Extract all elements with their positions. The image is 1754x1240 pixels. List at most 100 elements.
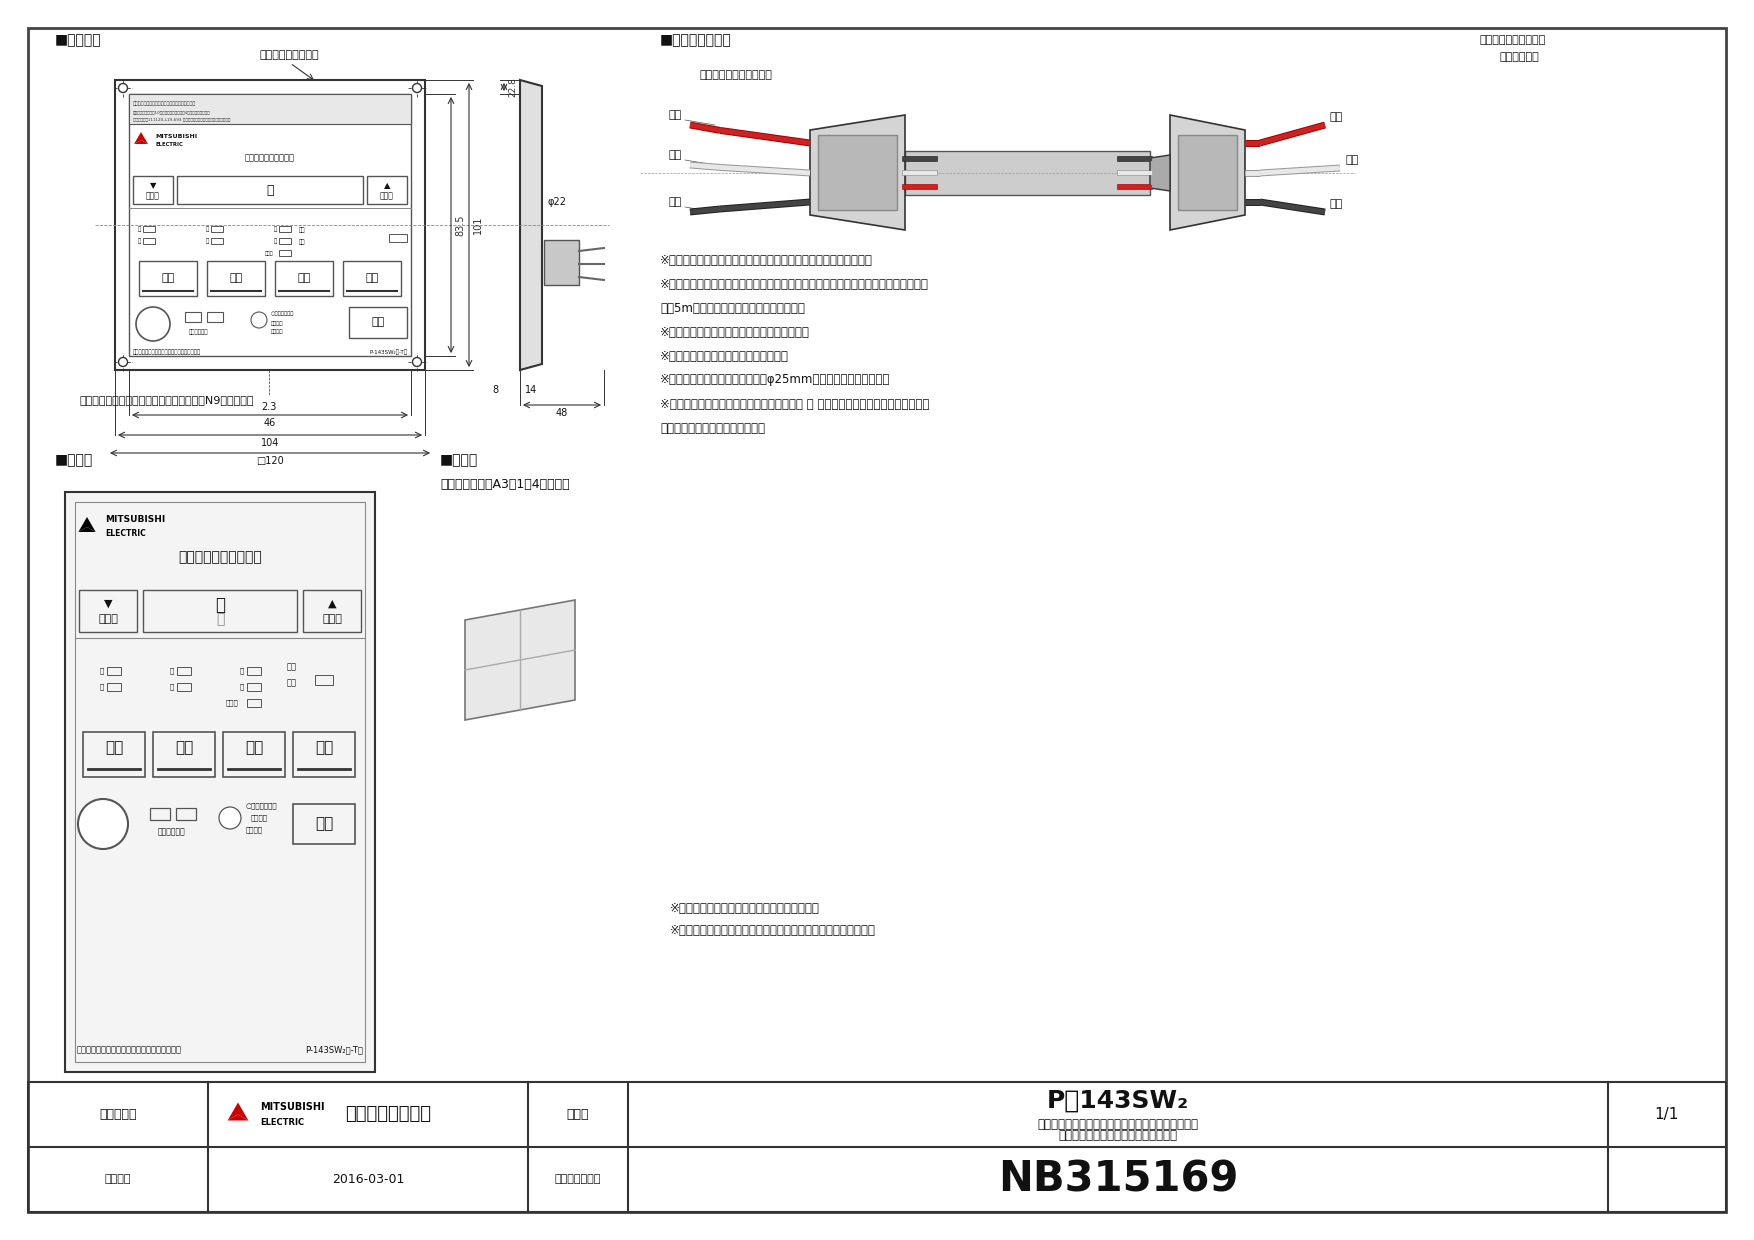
Text: 通計計画番号111120-L19-693 担当。廃棄等は、高価選別にお連絡に更新: 通計計画番号111120-L19-693 担当。廃棄等は、高価選別にお連絡に更新 (133, 117, 230, 122)
Text: P－143SW₂: P－143SW₂ (1047, 1089, 1189, 1112)
Bar (293, 804, 354, 844)
Text: コントロールスイッチ枠色調：マンセル　N9（近似色）: コントロールスイッチ枠色調：マンセル N9（近似色） (81, 396, 254, 405)
Text: もどる: もどる (98, 614, 118, 625)
Text: ※付属の取付説明書をお読みいただき、正しく取付けてください。: ※付属の取付説明書をお読みいただき、正しく取付けてください。 (660, 253, 873, 267)
Polygon shape (88, 517, 96, 532)
Bar (65, 492, 375, 1073)
Bar (79, 590, 137, 632)
Text: 停止: 停止 (316, 816, 333, 832)
Circle shape (137, 308, 170, 341)
Polygon shape (519, 81, 542, 370)
Text: 48: 48 (556, 408, 568, 418)
Text: 風乾燥: 風乾燥 (265, 250, 274, 255)
Text: 第３角図法: 第３角図法 (100, 1109, 137, 1121)
Polygon shape (79, 517, 88, 532)
Bar (905, 151, 1151, 195)
Text: ボックスに取付けてください。: ボックスに取付けてください。 (660, 422, 765, 434)
Text: タイマー（残り時間）: タイマー（残り時間） (179, 551, 261, 564)
Text: MITSUBISHI: MITSUBISHI (154, 134, 196, 139)
Text: クロ: クロ (668, 197, 682, 207)
Bar (223, 732, 284, 777)
Bar (144, 226, 154, 232)
Text: 101: 101 (474, 216, 482, 234)
Bar (389, 234, 407, 242)
Text: タイマー（残り時間）: タイマー（残り時間） (246, 154, 295, 162)
Text: 送風: 送風 (298, 239, 305, 244)
Text: もどる: もどる (146, 192, 160, 201)
Text: ※スイッチボックスに取付ける場合はＪＩＳ Ｃ ８３４０に適合した２個用スイッチ: ※スイッチボックスに取付ける場合はＪＩＳ Ｃ ８３４０に適合した２個用スイッチ (660, 398, 930, 410)
Text: 特定保守製品ラベル: 特定保守製品ラベル (260, 50, 319, 60)
Bar (144, 238, 154, 244)
Bar (210, 226, 223, 232)
Text: 弱: 弱 (240, 683, 244, 691)
Text: 乾燥: 乾燥 (298, 274, 310, 284)
Text: 三菱電機株式会社: 三菱電機株式会社 (346, 1106, 431, 1123)
Circle shape (119, 83, 128, 93)
Bar (293, 732, 354, 777)
Text: 強: 強 (100, 667, 103, 675)
Text: ■コネクタ接続部: ■コネクタ接続部 (660, 33, 731, 47)
Text: 強: 強 (240, 667, 244, 675)
Text: 作成日付: 作成日付 (105, 1174, 132, 1184)
Polygon shape (1170, 115, 1245, 229)
Text: ※壁に直接浸付ける場合は、壁にφ25mmの穴を開けてください。: ※壁に直接浸付ける場合は、壁にφ25mmの穴を開けてください。 (660, 373, 891, 387)
Polygon shape (228, 1102, 239, 1121)
Bar (28, 1083, 1726, 1211)
Bar (275, 260, 333, 296)
Text: ２４時間換気機能付バス乾燥・暖房・換気システム: ２４時間換気機能付バス乾燥・暖房・換気システム (1038, 1117, 1198, 1131)
Text: 暖房: 暖房 (175, 740, 193, 755)
Polygon shape (228, 1115, 249, 1121)
Bar (130, 94, 410, 356)
Bar (817, 135, 896, 210)
Bar (130, 94, 410, 124)
Text: ※適合機種：カタログや本体の納入仕様書を確認してください。: ※適合機種：カタログや本体の納入仕様書を確認してください。 (670, 924, 875, 936)
Text: 8: 8 (491, 384, 498, 396)
Bar (75, 502, 365, 1061)
Bar (367, 176, 407, 205)
Text: 1/1: 1/1 (1654, 1107, 1679, 1122)
Text: ：: ： (216, 613, 225, 626)
Text: 暖房: 暖房 (230, 274, 242, 284)
Text: リセット: リセット (272, 321, 284, 326)
Bar (247, 683, 261, 691)
Text: 104: 104 (261, 438, 279, 448)
Bar (151, 808, 170, 820)
Text: クロ: クロ (1330, 198, 1344, 210)
Bar (107, 667, 121, 675)
Text: 強: 強 (205, 226, 209, 232)
Text: コントロールスイッチ（標準タイプ）: コントロールスイッチ（標準タイプ） (1058, 1128, 1177, 1142)
Bar (279, 238, 291, 244)
Text: 弱: 弱 (100, 683, 103, 691)
Text: ・添付説明書（A3　1枚4つ折り）: ・添付説明書（A3 1枚4つ折り） (440, 479, 570, 491)
Circle shape (119, 357, 128, 367)
Text: P-143SW₂（-T）: P-143SW₂（-T） (305, 1045, 363, 1054)
Bar (153, 732, 216, 777)
Text: 温風: 温風 (288, 662, 296, 672)
Bar (82, 732, 146, 777)
Text: 換気: 換気 (105, 740, 123, 755)
Text: 乾燥: 乾燥 (246, 740, 263, 755)
Text: リセット: リセット (251, 815, 268, 821)
Text: NB315169: NB315169 (998, 1158, 1238, 1200)
Circle shape (412, 357, 421, 367)
Text: 弱: 弱 (205, 238, 209, 244)
Text: ELECTRIC: ELECTRIC (105, 529, 146, 538)
Text: ２４時間換気: ２４時間換気 (158, 827, 186, 837)
Circle shape (219, 807, 240, 830)
Text: 強: 強 (274, 226, 277, 232)
Text: 換気: 換気 (161, 274, 175, 284)
Bar (247, 667, 261, 675)
Polygon shape (133, 140, 147, 144)
Circle shape (412, 83, 421, 93)
Text: P-143SW₂（-T）: P-143SW₂（-T） (368, 350, 407, 355)
Text: 送風: 送風 (288, 678, 296, 687)
Bar (349, 308, 407, 339)
Text: 涼風: 涼風 (365, 274, 379, 284)
Text: 83.5: 83.5 (454, 215, 465, 236)
Bar (139, 260, 196, 296)
Text: ▲: ▲ (328, 599, 337, 609)
Text: ２４時間換気の停止は電源ボタンを３秒押し。: ２４時間換気の停止は電源ボタンを３秒押し。 (77, 1045, 182, 1054)
Text: ○フィルタ清掃: ○フィルタ清掃 (272, 311, 295, 316)
Text: （5m）は、本体側に同梱されています。: （5m）は、本体側に同梱されています。 (660, 301, 805, 315)
Text: アカ: アカ (668, 110, 682, 120)
